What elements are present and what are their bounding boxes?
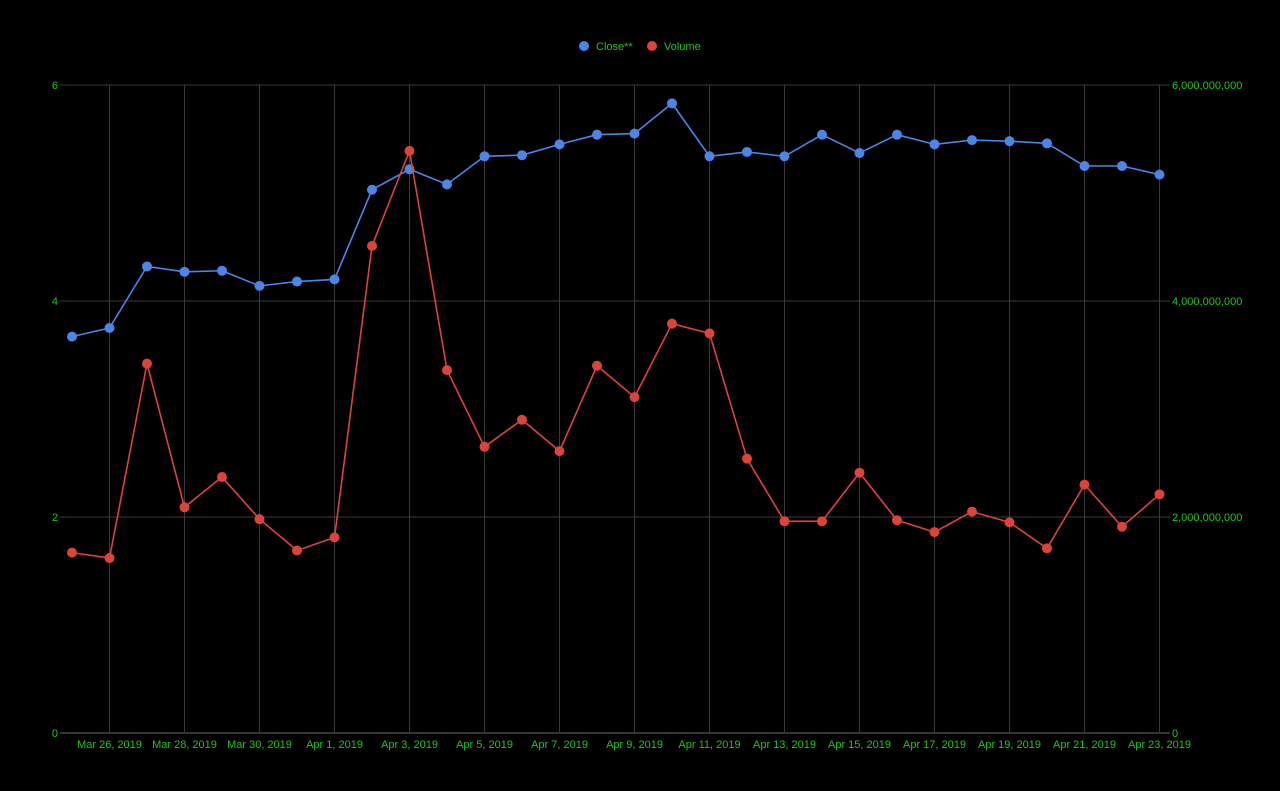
- volume-data-point: [1079, 479, 1090, 490]
- close-data-point: [329, 274, 340, 285]
- close-data-point: [592, 129, 602, 140]
- x-tick-label: Apr 11, 2019: [678, 739, 740, 751]
- grid: [60, 84, 1170, 734]
- close-data-point: [367, 184, 377, 195]
- close-data-point: [704, 151, 715, 162]
- x-tick-label: Apr 13, 2019: [753, 739, 816, 751]
- close-data-point: [1117, 161, 1127, 171]
- volume-data-point: [779, 516, 790, 527]
- volume-data-point: [404, 145, 415, 156]
- y-right-tick-label: 4,000,000,000: [1172, 296, 1242, 308]
- y-left-tick-label: 6: [52, 80, 58, 92]
- volume-data-point: [254, 514, 265, 525]
- legend-label: Close**: [596, 41, 633, 53]
- volume-data-point: [554, 446, 565, 457]
- x-tick-label: Apr 5, 2019: [456, 739, 513, 751]
- close-data-point: [854, 148, 865, 159]
- close-data-point: [179, 266, 190, 277]
- volume-data-point: [179, 502, 190, 513]
- close-data-point: [742, 146, 752, 157]
- x-tick-label: Mar 28, 2019: [152, 739, 217, 751]
- close-data-point: [67, 331, 77, 342]
- volume-data-point: [892, 515, 902, 526]
- x-axis: Mar 26, 2019 Mar 28, 2019 Mar 30, 2019 Apr …: [77, 739, 1191, 751]
- close-data-point: [667, 98, 677, 109]
- close-data-point: [217, 265, 227, 276]
- close-series-line: [71, 102, 1160, 338]
- close-data-point: [1042, 138, 1052, 149]
- volume-data-point: [1154, 489, 1165, 500]
- volume-data-point: [329, 532, 340, 543]
- volume-data-point: [667, 318, 677, 329]
- close-data-point: [967, 135, 977, 146]
- x-tick-label: Mar 30, 2019: [227, 739, 292, 751]
- volume-data-point: [592, 360, 602, 371]
- y-right-tick-label: 6,000,000,000: [1172, 80, 1242, 92]
- volume-data-point: [479, 441, 490, 452]
- volume-data-point: [929, 527, 940, 538]
- close-data-point: [779, 151, 790, 162]
- volume-data-point: [442, 365, 452, 376]
- volume-data-point: [217, 472, 227, 483]
- legend-label: Volume: [664, 41, 701, 53]
- y-axis-left: 0 2 4 6: [52, 80, 58, 740]
- x-tick-label: Mar 26, 2019: [77, 739, 142, 751]
- close-data-point: [442, 179, 452, 190]
- close-data-point: [554, 139, 565, 150]
- volume-data-point: [742, 453, 752, 464]
- x-tick-label: Apr 23, 2019: [1128, 739, 1191, 751]
- volume-data-point: [854, 467, 865, 478]
- series-layer: [67, 98, 1165, 564]
- volume-data-point: [704, 328, 715, 339]
- volume-data-point: [104, 553, 115, 564]
- volume-data-point: [1042, 543, 1052, 554]
- volume-data-point: [629, 392, 640, 403]
- y-left-tick-label: 2: [52, 512, 58, 524]
- close-data-point: [1079, 161, 1090, 171]
- legend-swatch: [579, 41, 589, 51]
- close-data-point: [1154, 169, 1165, 180]
- volume-data-point: [517, 414, 527, 425]
- x-tick-label: Apr 9, 2019: [606, 739, 663, 751]
- y-right-tick-label: 0: [1172, 728, 1178, 740]
- volume-data-point: [1117, 521, 1127, 532]
- close-data-point: [629, 128, 640, 139]
- legend: Close** Volume: [579, 41, 701, 53]
- x-tick-label: Apr 15, 2019: [828, 739, 891, 751]
- x-tick-label: Apr 1, 2019: [306, 739, 363, 751]
- volume-data-point: [67, 547, 77, 558]
- volume-data-point: [817, 516, 827, 527]
- y-right-tick-label: 2,000,000,000: [1172, 512, 1242, 524]
- x-tick-label: Apr 21, 2019: [1053, 739, 1116, 751]
- close-data-point: [292, 276, 302, 287]
- close-data-point: [929, 139, 940, 150]
- x-tick-label: Apr 7, 2019: [531, 739, 588, 751]
- volume-data-point: [367, 240, 377, 251]
- close-data-point: [479, 151, 490, 162]
- y-left-tick-label: 4: [52, 296, 58, 308]
- legend-swatch: [647, 41, 657, 51]
- volume-series-line: [71, 150, 1161, 559]
- close-data-point: [254, 280, 265, 291]
- volume-data-point: [1004, 517, 1015, 528]
- close-data-point: [517, 150, 527, 161]
- close-data-point: [892, 129, 902, 140]
- close-data-point: [104, 323, 115, 333]
- x-tick-label: Apr 3, 2019: [381, 739, 438, 751]
- x-tick-label: Apr 17, 2019: [903, 739, 966, 751]
- volume-data-point: [967, 506, 977, 517]
- volume-data-point: [142, 358, 152, 369]
- close-data-point: [817, 129, 827, 140]
- y-left-tick-label: 0: [52, 728, 58, 740]
- close-data-point: [142, 261, 152, 272]
- close-data-point: [1004, 136, 1015, 147]
- volume-data-point: [292, 545, 302, 556]
- x-tick-label: Apr 19, 2019: [978, 739, 1041, 751]
- y-axis-right: 0 2,000,000,000 4,000,000,000 6,000,000,000: [1172, 80, 1242, 740]
